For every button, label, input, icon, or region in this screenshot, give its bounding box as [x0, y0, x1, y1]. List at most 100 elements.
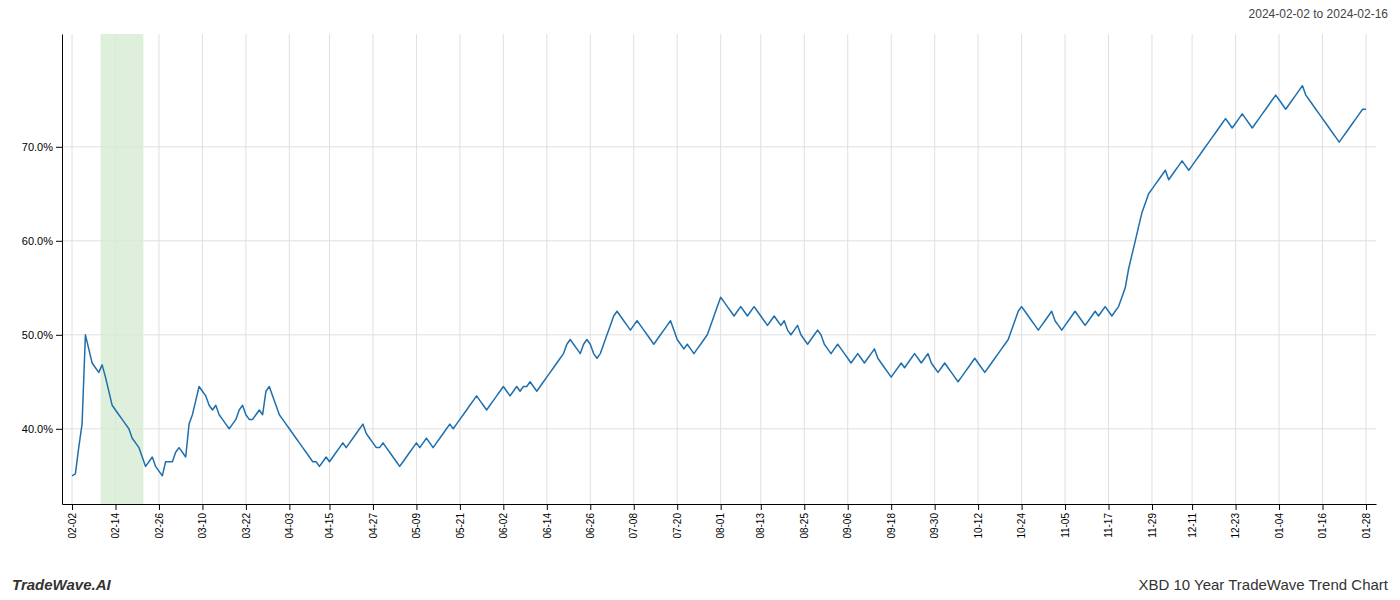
grid-line-x: [202, 34, 203, 504]
x-tick: 03-10: [197, 504, 208, 539]
grid-line-x: [891, 34, 892, 504]
x-tick-label: 11-05: [1060, 513, 1071, 538]
x-tick-label: 06-26: [585, 513, 596, 539]
annotation-brand: TradeWave.AI: [12, 576, 111, 593]
x-tick: 07-20: [672, 504, 683, 539]
x-tick-mark: [460, 504, 461, 510]
x-tick-mark: [1323, 504, 1324, 510]
x-tick: 04-15: [324, 504, 335, 539]
x-tick: 10-12: [973, 504, 984, 539]
grid-line-y: [62, 334, 1376, 335]
x-tick-mark: [1022, 504, 1023, 510]
grid-line-x: [503, 34, 504, 504]
x-tick-label: 05-21: [455, 513, 466, 539]
x-tick-mark: [935, 504, 936, 510]
x-tick-label: 11-17: [1103, 513, 1114, 538]
x-tick: 11-29: [1147, 504, 1158, 538]
grid-line-y: [62, 240, 1376, 241]
y-tick-label: 50.0%: [22, 329, 53, 341]
x-tick: 03-22: [241, 504, 252, 539]
x-tick-mark: [202, 504, 203, 510]
x-tick: 09-06: [842, 504, 853, 539]
x-tick-mark: [1065, 504, 1066, 510]
grid-line-x: [1322, 34, 1323, 504]
x-tick: 02-02: [67, 504, 78, 539]
x-tick-mark: [246, 504, 247, 510]
x-tick-mark: [72, 504, 73, 510]
y-axis-line: [62, 35, 63, 505]
x-tick-label: 06-14: [542, 513, 553, 539]
grid-line-x: [978, 34, 979, 504]
x-tick: 01-16: [1317, 504, 1328, 539]
x-tick-label: 10-12: [973, 513, 984, 539]
grid-line-x: [934, 34, 935, 504]
x-tick-mark: [503, 504, 504, 510]
chart: 02-02 02-14 02-26 03-10 03-22 04-03 04-15 04-27…: [0, 0, 1400, 600]
x-tick-label: 05-09: [411, 513, 422, 539]
x-axis-line: [63, 504, 1377, 505]
y-tick-label: 70.0%: [22, 141, 53, 153]
grid-line-x: [590, 34, 591, 504]
grid-line-x: [1365, 34, 1366, 504]
x-tick-label: 08-25: [799, 513, 810, 539]
x-tick-label: 03-22: [241, 513, 252, 539]
x-tick-mark: [1236, 504, 1237, 510]
x-tick-mark: [978, 504, 979, 510]
grid-line-x: [1151, 34, 1152, 504]
x-tick-label: 07-08: [628, 513, 639, 539]
grid-line-x: [245, 34, 246, 504]
x-tick: 01-28: [1361, 504, 1372, 539]
y-tick-label: 60.0%: [22, 235, 53, 247]
x-tick-mark: [416, 504, 417, 510]
grid-line-x: [546, 34, 547, 504]
x-tick-mark: [804, 504, 805, 510]
x-tick-mark: [677, 504, 678, 510]
grid-line-x: [804, 34, 805, 504]
x-tick-label: 01-28: [1361, 513, 1372, 539]
x-tick-label: 09-30: [929, 513, 940, 539]
x-tick-mark: [159, 504, 160, 510]
grid-line-x: [1192, 34, 1193, 504]
y-tick: 70.0%: [22, 141, 62, 153]
x-tick-label: 04-03: [284, 513, 295, 539]
x-tick-mark: [721, 504, 722, 510]
y-tick-mark: [56, 429, 62, 430]
x-tick-label: 01-04: [1274, 513, 1285, 539]
x-tick-label: 11-29: [1147, 513, 1158, 538]
x-tick-mark: [1152, 504, 1153, 510]
x-tick: 02-14: [110, 504, 121, 539]
x-tick: 08-25: [799, 504, 810, 539]
y-tick: 50.0%: [22, 329, 62, 341]
grid-line-x: [633, 34, 634, 504]
x-tick-label: 09-18: [886, 513, 897, 539]
x-tick: 12-23: [1230, 504, 1241, 539]
x-tick-label: 10-24: [1016, 513, 1027, 539]
x-tick-mark: [1109, 504, 1110, 510]
x-tick-mark: [115, 504, 116, 510]
x-tick: 11-17: [1103, 504, 1114, 538]
x-tick-mark: [634, 504, 635, 510]
grid-line-x: [158, 34, 159, 504]
grid-line-x: [1065, 34, 1066, 504]
x-tick-label: 02-26: [154, 513, 165, 539]
x-tick: 04-03: [284, 504, 295, 539]
x-tick-mark: [329, 504, 330, 510]
x-tick: 09-30: [929, 504, 940, 539]
y-tick: 60.0%: [22, 235, 62, 247]
grid: [62, 34, 1376, 504]
series-line: [72, 86, 1366, 476]
x-tick-label: 06-02: [498, 513, 509, 539]
x-tick: 05-09: [411, 504, 422, 539]
x-tick: 08-13: [755, 504, 766, 539]
grid-line-x: [416, 34, 417, 504]
x-tick: 01-04: [1274, 504, 1285, 539]
chart-title: XBD 10 Year TradeWave Trend Chart: [1138, 576, 1388, 593]
x-tick-mark: [761, 504, 762, 510]
x-tick-label: 12-23: [1230, 513, 1241, 539]
plot-area: 02-02 02-14 02-26 03-10 03-22 04-03 04-15 04-27…: [22, 34, 1377, 539]
grid-line-x: [372, 34, 373, 504]
grid-line-x: [847, 34, 848, 504]
x-tick-label: 04-27: [368, 513, 379, 539]
x-tick-label: 09-06: [842, 513, 853, 539]
x-tick: 06-14: [542, 504, 553, 539]
